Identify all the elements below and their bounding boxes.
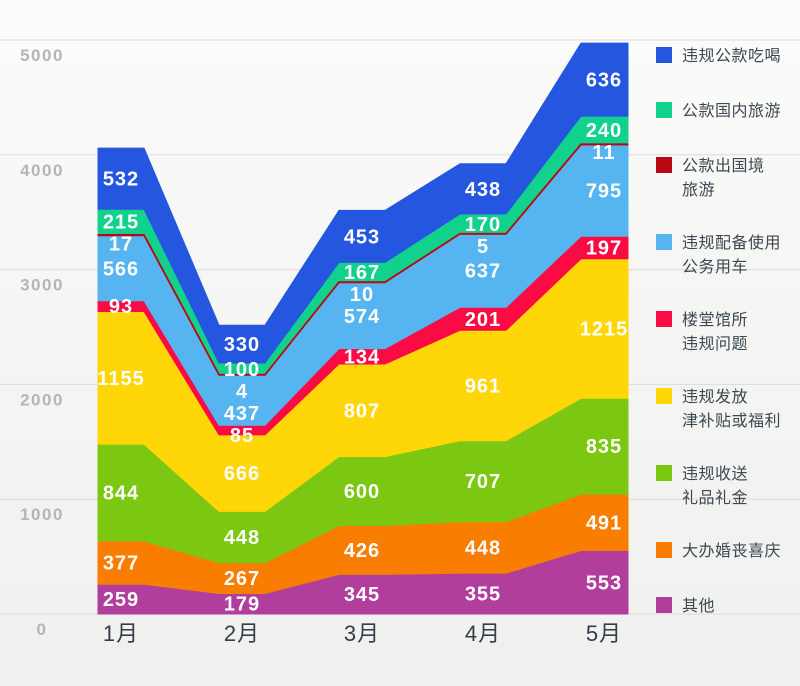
- data-label: 636: [586, 70, 622, 92]
- legend-item-违规配备使用公务用车: 违规配备使用公务用车: [652, 232, 781, 280]
- legend-item-违规发放津补贴或福利: 违规发放津补贴或福利: [652, 386, 781, 434]
- legend-item-其他: 其他: [652, 595, 715, 619]
- x-axis-label: 2月: [224, 621, 260, 646]
- data-label: 1215: [580, 319, 629, 341]
- chart-legend: 违规公款吃喝公款国内旅游公款出国境旅游违规配备使用公务用车楼堂馆所违规问题违规发…: [652, 0, 800, 686]
- data-label: 345: [344, 584, 380, 606]
- y-axis-tick: 5000: [20, 46, 64, 65]
- data-label: 666: [224, 463, 260, 485]
- legend-label: 公款国内旅游: [682, 100, 781, 124]
- data-label: 795: [586, 181, 622, 203]
- legend-item-楼堂馆所违规问题: 楼堂馆所违规问题: [652, 309, 748, 357]
- data-label: 10: [350, 284, 374, 306]
- legend-swatch: [656, 234, 672, 250]
- legend-swatch: [656, 597, 672, 613]
- data-label: 532: [103, 169, 139, 191]
- data-label: 240: [586, 120, 622, 142]
- data-label: 453: [344, 226, 380, 248]
- data-label: 197: [586, 238, 622, 260]
- data-label: 807: [344, 400, 380, 422]
- legend-swatch: [656, 157, 672, 173]
- data-label: 170: [465, 214, 501, 236]
- data-label: 4: [236, 381, 248, 403]
- x-axis-label: 1月: [103, 621, 139, 646]
- data-label: 448: [224, 527, 260, 549]
- legend-swatch: [656, 542, 672, 558]
- legend-swatch: [656, 47, 672, 63]
- data-label: 5: [477, 236, 489, 258]
- legend-label: 公款出国境旅游: [682, 155, 765, 203]
- legend-item-公款出国境旅游: 公款出国境旅游: [652, 155, 765, 203]
- data-label: 600: [344, 481, 380, 503]
- data-label: 179: [224, 594, 260, 616]
- legend-label: 违规发放津补贴或福利: [682, 386, 781, 434]
- data-label: 426: [344, 540, 380, 562]
- data-label: 566: [103, 258, 139, 280]
- y-axis-tick: 2000: [20, 390, 64, 409]
- data-label: 17: [109, 234, 133, 256]
- x-axis-label: 3月: [344, 621, 380, 646]
- data-label: 267: [224, 568, 260, 590]
- data-label: 377: [103, 553, 139, 575]
- y-axis-tick: 1000: [20, 505, 64, 524]
- data-label: 438: [465, 179, 501, 201]
- data-label: 574: [344, 306, 380, 328]
- legend-item-违规公款吃喝: 违规公款吃喝: [652, 45, 781, 69]
- legend-item-违规收送礼品礼金: 违规收送礼品礼金: [652, 463, 748, 511]
- stacked-area-chart: 0 1000 2000 3000 4000 5000 532 21517566 93 1155 84…: [0, 0, 800, 686]
- legend-item-公款国内旅游: 公款国内旅游: [652, 100, 781, 124]
- data-label: 93: [109, 296, 133, 318]
- legend-label: 违规配备使用公务用车: [682, 232, 781, 280]
- data-label: 1155: [97, 368, 144, 390]
- data-label: 85: [230, 425, 254, 447]
- data-label: 961: [465, 376, 501, 398]
- data-label: 215: [103, 212, 139, 234]
- data-label: 100: [224, 359, 260, 381]
- legend-label: 大办婚丧喜庆: [682, 540, 781, 564]
- data-label: 355: [465, 584, 501, 606]
- legend-swatch: [656, 388, 672, 404]
- legend-swatch: [656, 102, 672, 118]
- data-label: 259: [103, 589, 139, 611]
- data-label: 844: [103, 483, 139, 505]
- x-axis-label: 5月: [586, 621, 622, 646]
- data-label: 201: [465, 309, 501, 331]
- legend-item-大办婚丧喜庆: 大办婚丧喜庆: [652, 540, 781, 564]
- data-label: 167: [344, 262, 380, 284]
- legend-label: 违规收送礼品礼金: [682, 463, 748, 511]
- data-label: 707: [465, 471, 501, 493]
- legend-label: 违规公款吃喝: [682, 45, 781, 69]
- y-axis-tick: 0: [37, 620, 48, 639]
- x-axis-label: 4月: [465, 621, 501, 646]
- data-label: 835: [586, 436, 622, 458]
- data-label: 448: [465, 538, 501, 560]
- data-label: 134: [344, 346, 380, 368]
- data-label: 553: [586, 572, 622, 594]
- data-label: 491: [586, 512, 622, 534]
- y-axis-tick: 4000: [20, 161, 64, 180]
- legend-swatch: [656, 465, 672, 481]
- y-axis-tick: 3000: [20, 276, 64, 295]
- legend-label: 其他: [682, 595, 715, 619]
- legend-label: 楼堂馆所违规问题: [682, 309, 748, 357]
- data-label: 437: [224, 403, 260, 425]
- data-label: 330: [224, 334, 260, 356]
- data-label: 11: [592, 142, 615, 164]
- legend-swatch: [656, 311, 672, 327]
- data-label: 637: [465, 261, 501, 283]
